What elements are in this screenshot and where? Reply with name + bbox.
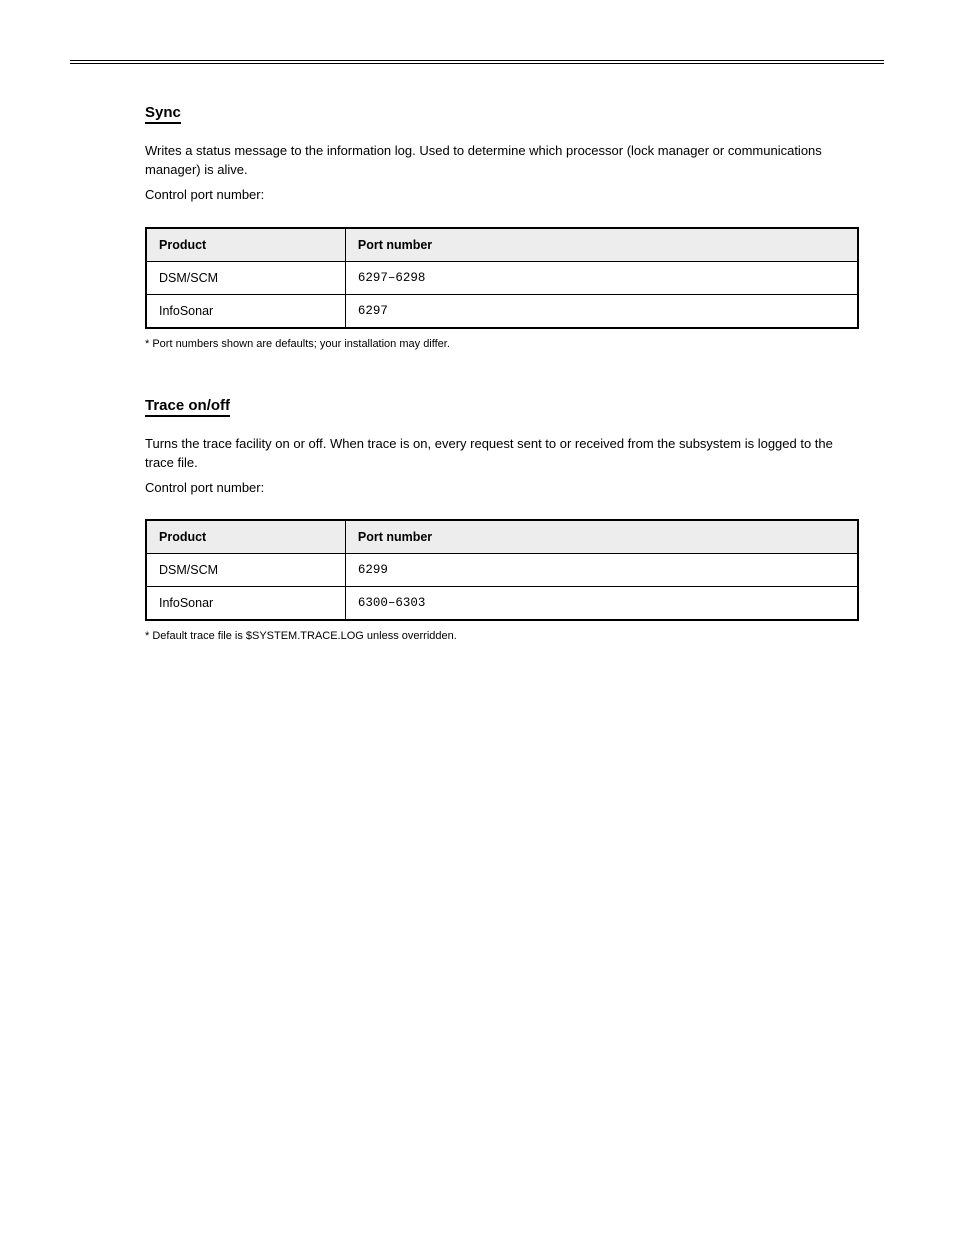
trace-table-body: DSM/SCM 6299 InfoSonar 6300–6303 [146,554,858,621]
table-row: InfoSonar 6297 [146,294,858,328]
trace-footnote: * Default trace file is $SYSTEM.TRACE.LO… [145,629,859,644]
sync-footnote: * Port numbers shown are defaults; your … [145,337,859,352]
cell-product: InfoSonar [146,294,345,328]
th-port: Port number [345,228,858,262]
top-rule [70,60,884,64]
sync-table-body: DSM/SCM 6297–6298 InfoSonar 6297 [146,261,858,328]
cell-product: DSM/SCM [146,554,345,587]
page: Sync Writes a status message to the info… [0,0,954,730]
th-product: Product [146,228,345,262]
cell-product: InfoSonar [146,587,345,621]
table-header-row: Product Port number [146,520,858,554]
table-row: InfoSonar 6300–6303 [146,587,858,621]
trace-table-wrap: Product Port number DSM/SCM 6299 InfoSon… [145,519,859,621]
section-sync: Sync Writes a status message to the info… [145,104,859,352]
cell-port: 6300–6303 [345,587,858,621]
table-header-row: Product Port number [146,228,858,262]
cell-port: 6297 [345,294,858,328]
trace-table: Product Port number DSM/SCM 6299 InfoSon… [145,519,859,621]
heading-trace: Trace on/off [145,397,230,417]
section-trace: Trace on/off Turns the trace facility on… [145,397,859,645]
sync-table-wrap: Product Port number DSM/SCM 6297–6298 In… [145,227,859,329]
trace-para-1: Turns the trace facility on or off. When… [145,435,859,473]
sync-para-2: Control port number: [145,186,859,205]
cell-product: DSM/SCM [146,261,345,294]
cell-port: 6299 [345,554,858,587]
table-row: DSM/SCM 6299 [146,554,858,587]
sync-table: Product Port number DSM/SCM 6297–6298 In… [145,227,859,329]
sync-para-1: Writes a status message to the informati… [145,142,859,180]
heading-sync: Sync [145,104,181,124]
th-port: Port number [345,520,858,554]
cell-port: 6297–6298 [345,261,858,294]
th-product: Product [146,520,345,554]
table-row: DSM/SCM 6297–6298 [146,261,858,294]
trace-para-2: Control port number: [145,479,859,498]
